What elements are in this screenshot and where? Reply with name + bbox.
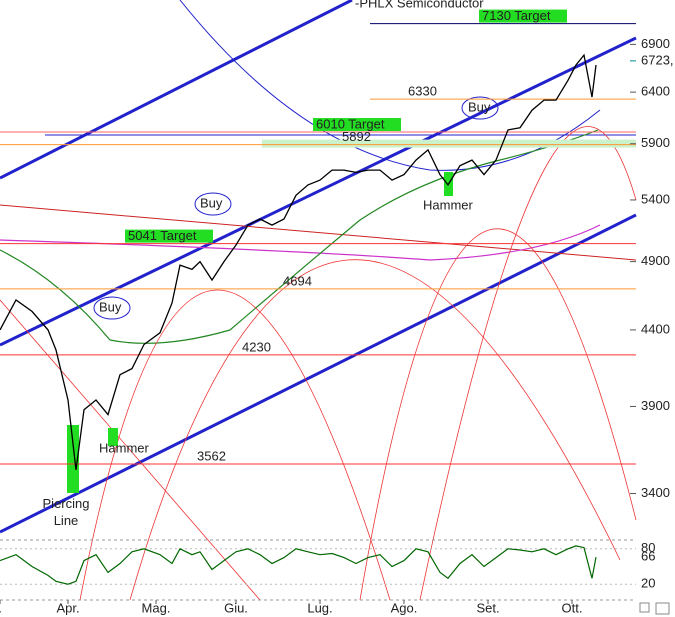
level-label: 6330 — [408, 84, 437, 99]
osc-line — [0, 545, 597, 585]
last-price-label: 6723, — [641, 52, 674, 67]
level-label-box — [125, 229, 213, 243]
level-label-box — [313, 118, 401, 132]
x-tick-label: Mag. — [142, 600, 171, 615]
x-tick-label: Apr. — [56, 600, 79, 615]
annotation: Buy — [200, 195, 223, 210]
level-label: 3562 — [197, 448, 226, 463]
annotation: Hammer — [99, 440, 150, 455]
y-tick-label: 5900 — [641, 135, 670, 150]
y-tick-label: 4400 — [641, 321, 670, 336]
annotation: Buy — [99, 299, 122, 314]
y-tick-label: 3900 — [641, 398, 670, 413]
osc-last-label: 66 — [641, 548, 655, 563]
chart-title: -PHLX Semiconductor — [355, 0, 484, 10]
price-line — [0, 53, 597, 470]
osc-tick-label: 80 — [641, 540, 655, 555]
x-tick-label: Ott. — [562, 600, 583, 615]
level-label: 4230 — [242, 339, 271, 354]
level-label: 4694 — [283, 273, 312, 288]
x-tick-label: Lug. — [307, 600, 332, 615]
x-tick-label: . — [0, 600, 2, 615]
level-label: 5041 Target — [128, 228, 197, 243]
y-tick-label: 3400 — [641, 485, 670, 500]
level-label: 6010 Target — [316, 116, 385, 131]
level-label: 5892 — [342, 129, 371, 144]
y-tick-label: 5400 — [641, 191, 670, 206]
osc-tick-label: 20 — [641, 576, 655, 591]
annotation: Piercing Line — [43, 496, 90, 528]
annotation: Hammer — [423, 197, 474, 212]
y-tick-label: 6400 — [641, 84, 670, 99]
x-tick-label: Ago. — [391, 600, 418, 615]
level-label: 7130 Target — [482, 8, 551, 23]
x-tick-label: Set. — [476, 600, 499, 615]
level-band — [262, 139, 636, 148]
annotation: Buy — [468, 99, 491, 114]
y-tick-label: 4900 — [641, 253, 670, 268]
y-tick-label: 6900 — [641, 36, 670, 51]
x-tick-label: Giu. — [224, 600, 248, 615]
level-label-box — [479, 9, 567, 23]
